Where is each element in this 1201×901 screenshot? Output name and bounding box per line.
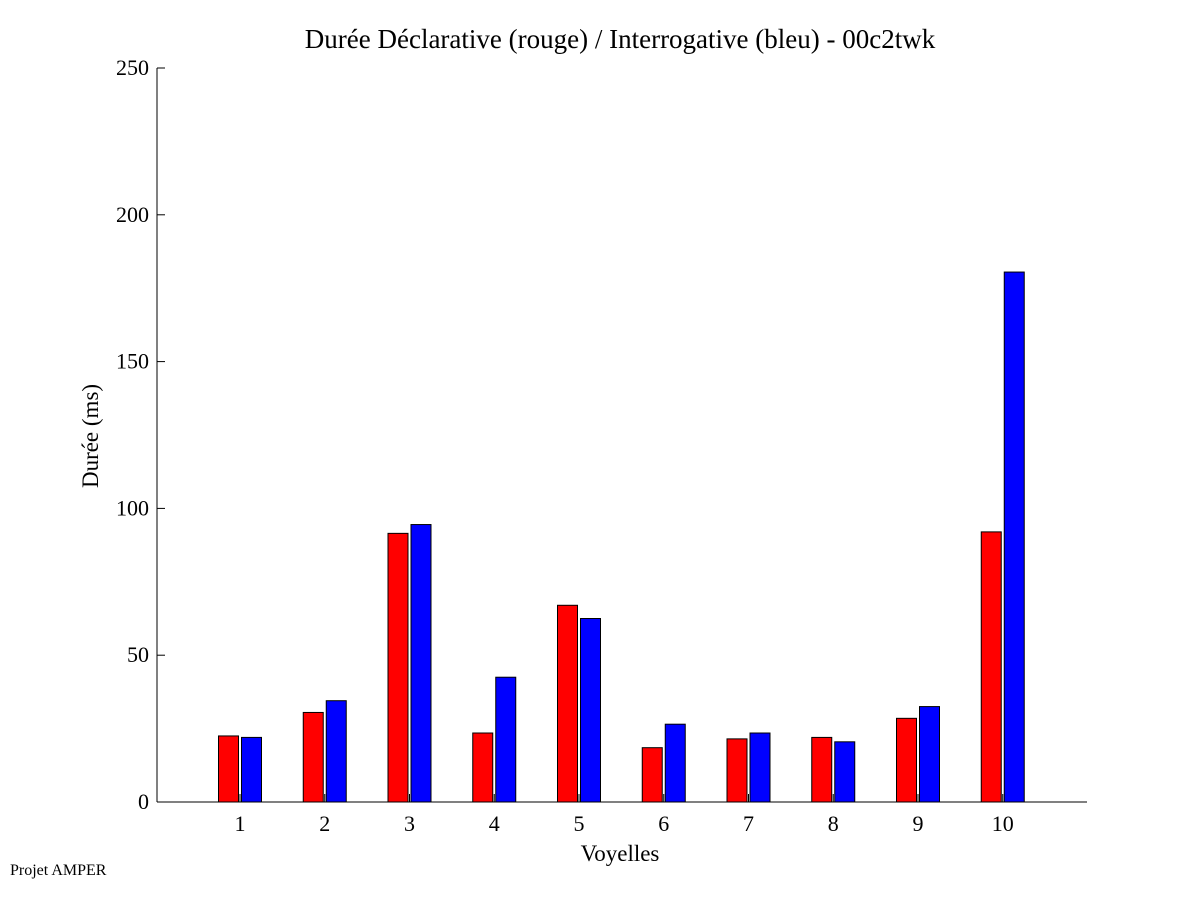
y-tick-label: 200 [116, 202, 149, 227]
bar-declarative [811, 736, 833, 803]
x-tick-label: 5 [574, 811, 585, 836]
x-tick-label: 9 [913, 811, 924, 836]
y-tick-label: 0 [138, 789, 149, 814]
footer-credit: Projet AMPER [10, 862, 107, 879]
bar-interrogative [410, 524, 432, 803]
bar-interrogative [1003, 271, 1025, 803]
bar-interrogative [664, 723, 686, 803]
x-tick-label: 3 [404, 811, 415, 836]
chart-title: Durée Déclarative (rouge) / Interrogativ… [305, 24, 936, 54]
x-tick-label: 10 [992, 811, 1014, 836]
bar-interrogative [749, 732, 771, 803]
y-tick-label: 250 [116, 55, 149, 80]
x-tick-label: 7 [743, 811, 754, 836]
bar-declarative [726, 738, 748, 803]
y-tick-label: 100 [116, 495, 149, 520]
y-ticks: 0 50 100 150 200 250 [116, 55, 165, 814]
y-tick-label: 150 [116, 349, 149, 374]
bar-interrogative [580, 618, 601, 803]
x-tick-label: 6 [658, 811, 669, 836]
y-axis-label: Durée (ms) [78, 384, 103, 488]
axes [156, 68, 1087, 803]
x-tick-label: 8 [828, 811, 839, 836]
bar-interrogative [325, 700, 347, 803]
bar-declarative [641, 747, 663, 803]
bar-declarative [302, 711, 324, 803]
x-ticks: 1 2 3 4 5 6 7 8 9 10 [235, 794, 1014, 836]
bar-declarative [472, 732, 494, 803]
x-tick-label: 2 [319, 811, 330, 836]
bar-group [218, 271, 1025, 803]
x-axis-label: Voyelles [581, 841, 660, 866]
bar-interrogative [919, 706, 940, 803]
bar-interrogative [495, 676, 517, 803]
bar-declarative [218, 735, 239, 803]
y-tick-label: 50 [127, 642, 149, 667]
bar-declarative [387, 532, 409, 803]
bar-interrogative [834, 741, 856, 803]
bar-declarative [557, 604, 578, 803]
x-tick-label: 1 [235, 811, 246, 836]
bar-declarative [980, 531, 1002, 803]
bar-declarative [896, 717, 917, 803]
x-tick-label: 4 [489, 811, 500, 836]
bar-interrogative [241, 736, 262, 803]
